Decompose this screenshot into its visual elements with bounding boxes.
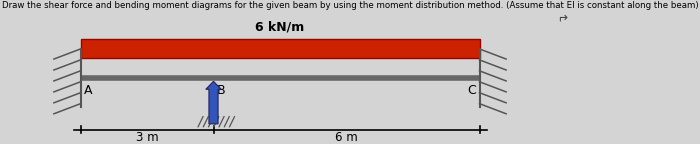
Text: 3 m: 3 m [136,131,158,144]
Text: C: C [468,84,476,96]
Text: ↵: ↵ [556,9,567,22]
Bar [80,39,480,58]
Text: B: B [217,84,225,96]
FancyArrow shape [206,81,221,124]
Text: Draw the shear force and bending moment diagrams for the given beam by using the: Draw the shear force and bending moment … [1,1,699,10]
Text: 6 m: 6 m [335,131,358,144]
Text: A: A [84,84,92,96]
Text: 6 kN/m: 6 kN/m [256,20,304,33]
